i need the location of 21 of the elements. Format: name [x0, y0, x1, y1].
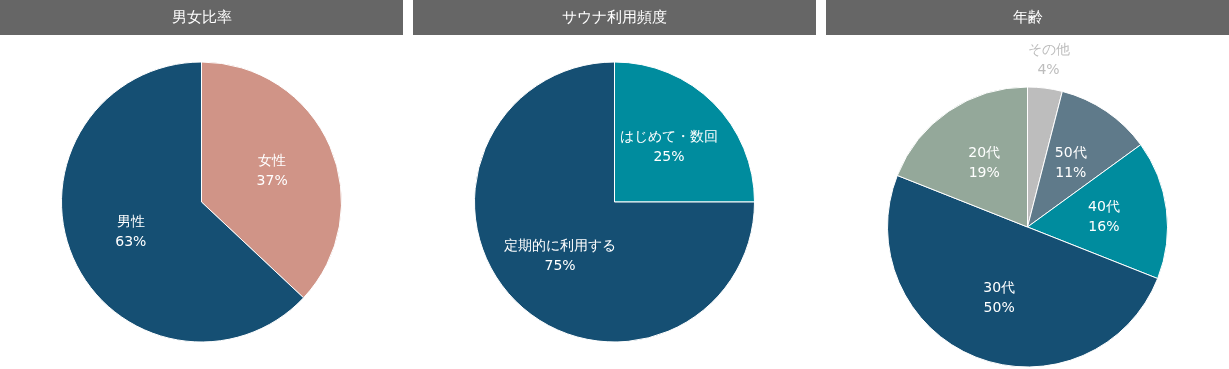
slice-label: 20代	[968, 143, 1001, 160]
data-label: 25%	[653, 148, 685, 165]
data-label: 63%	[115, 233, 147, 250]
slice-label: その他	[1027, 40, 1070, 57]
data-label: 75%	[544, 257, 576, 274]
data-label: 16%	[1088, 217, 1120, 234]
slice-label: 定期的に利用する	[504, 237, 617, 254]
slice-label: 30代	[983, 279, 1016, 296]
slice-label: 40代	[1087, 197, 1120, 214]
chart-title: 年齢	[826, 0, 1229, 35]
data-label: 19%	[968, 163, 1000, 180]
chart-title: 男女比率	[0, 0, 403, 35]
data-label: 50%	[983, 299, 1015, 316]
slice-label: 女性	[258, 152, 287, 169]
slice-label: 50代	[1054, 143, 1087, 160]
slice-label: はじめて・数回	[619, 128, 718, 145]
data-label: 11%	[1055, 163, 1087, 180]
slice-label: 男性	[116, 213, 145, 230]
data-label: 4%	[1037, 60, 1060, 77]
chart-title: サウナ利用頻度	[413, 0, 816, 35]
data-label: 37%	[256, 172, 288, 189]
